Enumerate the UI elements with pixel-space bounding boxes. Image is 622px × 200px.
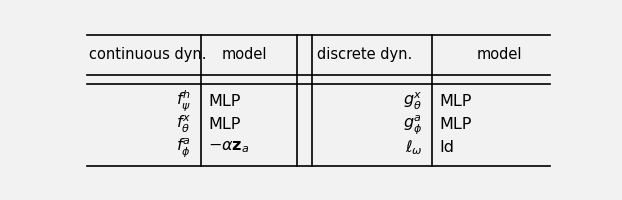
Text: MLP: MLP [208,94,240,108]
Text: Id: Id [439,140,454,155]
Text: $-\alpha\mathbf{z}_{a}$: $-\alpha\mathbf{z}_{a}$ [208,139,249,155]
Text: model: model [221,47,267,62]
Text: MLP: MLP [439,94,471,108]
Text: model: model [477,47,522,62]
Text: MLP: MLP [439,117,471,132]
Text: $\ell_{\omega}$: $\ell_{\omega}$ [405,138,422,157]
Text: continuous dyn.: continuous dyn. [89,47,207,62]
Text: $g_{\theta}^{x}$: $g_{\theta}^{x}$ [403,90,422,112]
Text: discrete dyn.: discrete dyn. [317,47,412,62]
Text: $f_{\psi}^{h}$: $f_{\psi}^{h}$ [176,88,191,114]
Text: $f_{\theta}^{x}$: $f_{\theta}^{x}$ [175,114,191,135]
Text: MLP: MLP [208,117,240,132]
Text: $f_{\phi}^{a}$: $f_{\phi}^{a}$ [176,136,191,159]
Text: $g_{\phi}^{a}$: $g_{\phi}^{a}$ [403,113,422,136]
